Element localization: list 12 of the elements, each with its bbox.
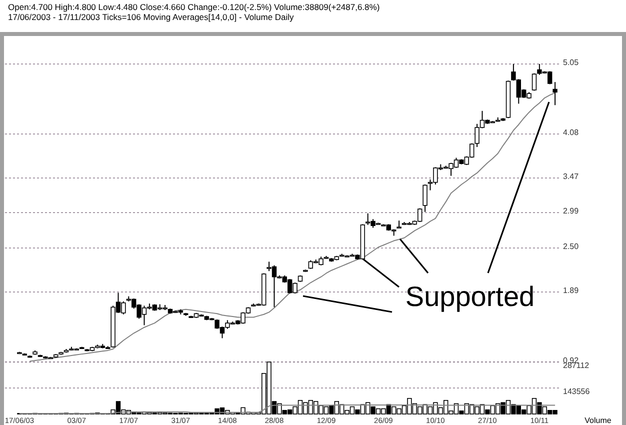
y-tick-label: 2.50 [563,242,580,251]
y-tick-label: 4.08 [563,128,580,137]
y-tick-label: 287112 [563,361,590,370]
y-tick-label: 1.89 [563,286,580,295]
y-axis-title: Volume [584,416,612,425]
chart-title: Open:4.700 High:4.800 Low:4.480 Close:4.660 Change:-0.120(-2.5%) Volume:38809(+2487,6.8%) [8,2,380,12]
y-tick-label: 3.47 [563,172,580,181]
chart-subtitle: 17/06/2003 - 17/11/2003 Ticks=106 Moving Averages[14,0,0] - Volume Daily [8,12,295,22]
y-tick-label: 2.99 [563,206,580,216]
y-tick-label: 5.05 [563,58,580,67]
annotation: Supported [405,281,535,312]
y-tick-label: 143556 [563,387,590,396]
